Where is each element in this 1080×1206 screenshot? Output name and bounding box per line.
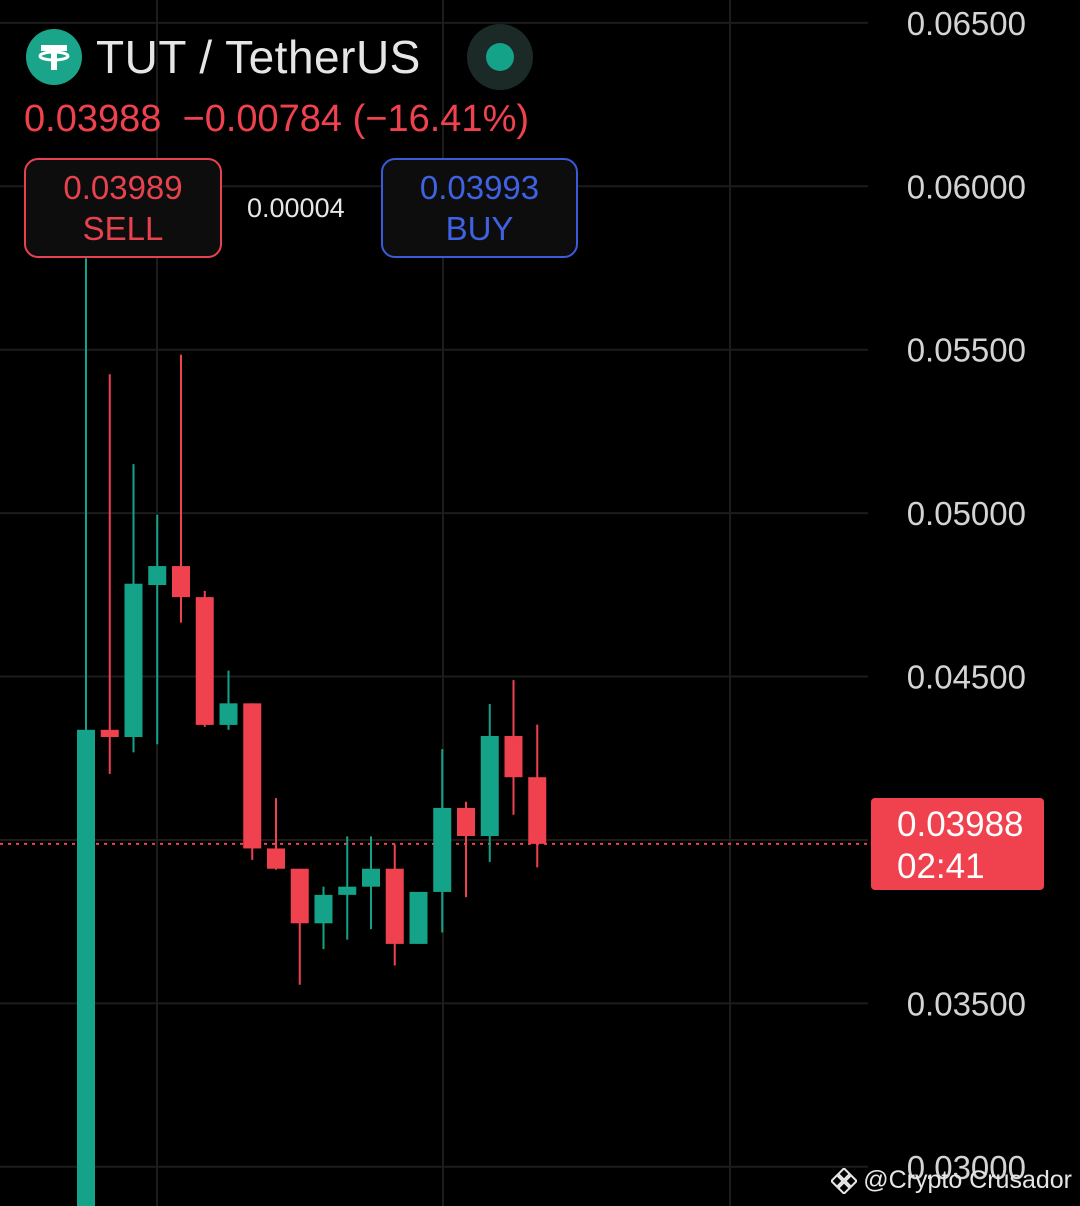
last-price: 0.03988 — [24, 98, 162, 140]
candle-body — [219, 703, 238, 725]
y-tick-label: 0.03000 — [907, 1149, 1026, 1186]
candle-body — [100, 729, 119, 737]
price-change-line: 0.03988 −0.00784 (−16.41%) — [24, 98, 529, 141]
y-tick-label: 0.03500 — [907, 985, 1026, 1022]
binance-logo-icon — [831, 1167, 858, 1194]
price-change-percent: (−16.41%) — [352, 98, 530, 140]
candle-body — [172, 566, 190, 598]
y-tick-label: 0.06500 — [907, 5, 1026, 42]
watermark-text: @Crypto Crusador — [863, 1166, 1072, 1194]
candle-body — [480, 736, 499, 837]
candle-body — [504, 736, 523, 778]
y-tick-label: 0.05000 — [907, 495, 1026, 532]
y-tick-label: 0.06000 — [907, 168, 1026, 205]
y-tick-label: 0.04500 — [907, 659, 1026, 696]
candle-body — [148, 566, 167, 586]
sell-button[interactable]: 0.03989 SELL — [24, 158, 222, 258]
spread-value: 0.00004 — [247, 193, 345, 223]
candle-body — [77, 729, 95, 1206]
candle-body — [314, 894, 333, 924]
candle-body — [457, 807, 475, 837]
current-price-tag: 0.03988 02:41 — [871, 798, 1044, 890]
sell-price: 0.03989 — [63, 169, 183, 206]
candle-body — [243, 703, 262, 849]
candle-body — [290, 868, 309, 924]
buy-price: 0.03993 — [419, 169, 540, 206]
candle-body — [338, 886, 357, 895]
price-change: −0.00784 — [182, 98, 343, 140]
pair-title[interactable]: TUT / TetherUS — [96, 31, 421, 83]
live-dot-icon — [485, 43, 514, 71]
buy-button[interactable]: 0.03993 BUY — [381, 158, 578, 258]
tether-icon — [26, 29, 82, 85]
candle-countdown: 02:41 — [897, 847, 985, 886]
candle-body — [433, 807, 452, 892]
y-tick-label: 0.05500 — [907, 332, 1026, 369]
watermark: @Crypto Crusador — [831, 1166, 1072, 1195]
candle-body — [409, 891, 428, 944]
candle-body — [385, 868, 404, 944]
live-indicator — [466, 24, 533, 90]
candle-body — [195, 597, 214, 725]
candle-body — [362, 868, 380, 887]
buy-label: BUY — [445, 210, 514, 247]
pair-header: TUT / TetherUS — [26, 24, 533, 90]
current-price: 0.03988 — [897, 805, 1024, 844]
candle-body — [528, 777, 547, 844]
candle-body — [124, 583, 143, 737]
sell-label: SELL — [82, 210, 164, 247]
candle-body — [267, 848, 285, 869]
